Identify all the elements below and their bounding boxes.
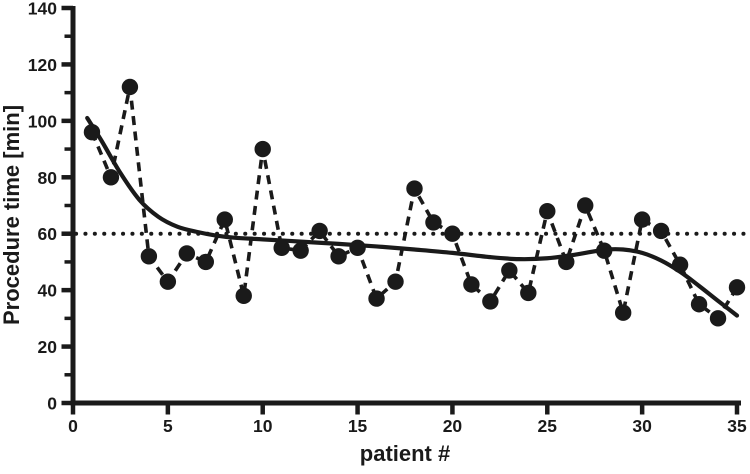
data-point bbox=[387, 273, 404, 290]
x-tick-label: 15 bbox=[348, 416, 368, 436]
data-point bbox=[444, 225, 461, 242]
data-point bbox=[709, 310, 727, 327]
data-point bbox=[121, 78, 139, 96]
x-tick-label: 0 bbox=[68, 416, 78, 436]
data-point bbox=[482, 293, 499, 310]
series-dashed-line bbox=[90, 85, 739, 321]
trend-curve bbox=[85, 115, 740, 318]
data-point bbox=[671, 256, 689, 273]
data-point bbox=[311, 222, 328, 240]
data-point bbox=[292, 242, 309, 259]
data-point bbox=[520, 284, 537, 302]
data-point bbox=[558, 253, 575, 271]
y-tick-label: 40 bbox=[38, 281, 58, 301]
data-point bbox=[652, 222, 670, 240]
y-axis-title: Procedure time [min] bbox=[0, 105, 24, 325]
data-point bbox=[273, 239, 290, 257]
data-point bbox=[501, 262, 518, 279]
data-point bbox=[539, 202, 556, 220]
y-tick-label: 0 bbox=[47, 394, 57, 414]
data-point bbox=[728, 279, 746, 296]
x-tick-label: 30 bbox=[632, 416, 652, 436]
data-point bbox=[216, 211, 233, 228]
y-tick-label: 100 bbox=[28, 111, 57, 131]
x-tick-label: 10 bbox=[253, 416, 273, 436]
data-point bbox=[83, 123, 101, 141]
data-point bbox=[690, 296, 708, 313]
data-point bbox=[463, 276, 480, 293]
data-point bbox=[330, 248, 347, 265]
y-tick-label: 120 bbox=[28, 55, 57, 75]
data-point bbox=[596, 242, 613, 259]
data-point bbox=[178, 245, 196, 262]
data-point bbox=[102, 169, 120, 186]
data-point bbox=[425, 214, 442, 231]
y-tick-label: 140 bbox=[28, 0, 57, 19]
data-point bbox=[368, 290, 385, 307]
x-tick-label: 25 bbox=[538, 416, 558, 436]
data-point bbox=[140, 248, 158, 265]
x-tick-label: 35 bbox=[727, 416, 747, 436]
plot-layer: 0 20 40 60 80 100 120 140 0 5 10 15 20 25 30 35 bbox=[28, 0, 749, 436]
data-point bbox=[159, 273, 177, 290]
data-point bbox=[254, 140, 271, 158]
data-point bbox=[614, 304, 632, 321]
data-point bbox=[633, 211, 651, 228]
data-point bbox=[349, 239, 366, 257]
y-tick-label: 60 bbox=[38, 224, 58, 244]
x-tick-label: 20 bbox=[443, 416, 463, 436]
data-point bbox=[197, 253, 214, 271]
data-point bbox=[406, 180, 423, 197]
data-point bbox=[577, 197, 594, 214]
data-point bbox=[235, 287, 252, 304]
x-axis-title: patient # bbox=[360, 441, 450, 466]
y-tick-label: 80 bbox=[38, 168, 58, 188]
x-tick-label: 5 bbox=[163, 416, 173, 436]
y-tick-label: 20 bbox=[38, 337, 58, 357]
